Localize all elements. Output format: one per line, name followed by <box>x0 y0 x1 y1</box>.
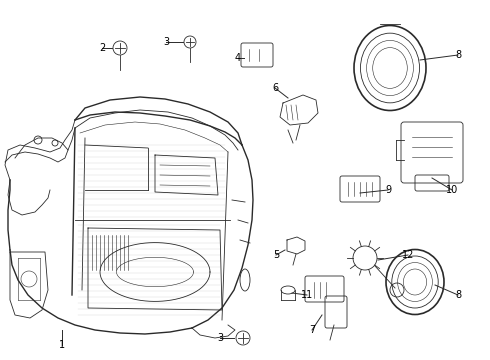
Text: 12: 12 <box>402 250 414 260</box>
Text: 6: 6 <box>272 83 278 93</box>
Text: 2: 2 <box>99 43 105 53</box>
Text: 11: 11 <box>301 290 313 300</box>
Text: 8: 8 <box>455 50 461 60</box>
Text: 3: 3 <box>217 333 223 343</box>
Text: 10: 10 <box>446 185 458 195</box>
Text: 7: 7 <box>309 325 315 335</box>
Text: 4: 4 <box>235 53 241 63</box>
Text: 5: 5 <box>273 250 279 260</box>
Text: 9: 9 <box>385 185 391 195</box>
Text: 3: 3 <box>163 37 169 47</box>
Text: 8: 8 <box>455 290 461 300</box>
Text: 1: 1 <box>59 340 65 350</box>
